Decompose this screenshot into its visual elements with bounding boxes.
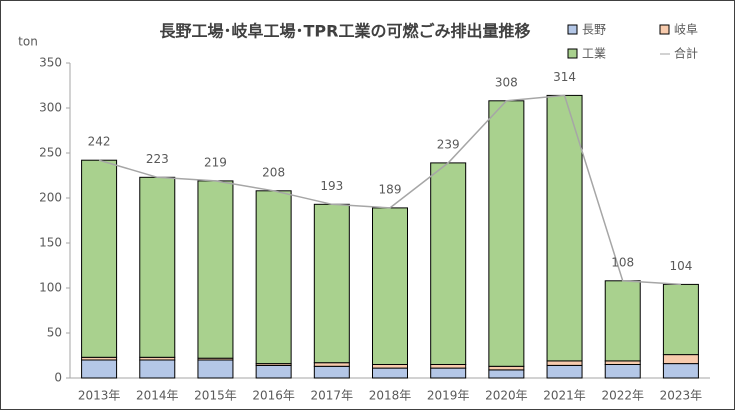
x-tick-label: 2014年 [136, 389, 179, 403]
total-line [98, 94, 681, 286]
x-tick-label: 2022年 [601, 389, 644, 403]
bar-segment [372, 367, 408, 379]
bar-segment [662, 363, 699, 379]
bar-segment [313, 203, 350, 364]
bar-segment [139, 359, 176, 379]
bar-segment [430, 367, 467, 379]
data-label: 219 [204, 155, 227, 169]
data-label: 314 [553, 70, 576, 84]
bar-segment [546, 364, 583, 379]
bar-segment [430, 364, 467, 369]
bar-segment [372, 207, 408, 365]
data-label: 208 [262, 165, 285, 179]
bar-segment [488, 369, 525, 379]
data-label: 189 [379, 182, 402, 196]
x-tick-label: 2021年 [543, 389, 586, 403]
y-tick-label: 350 [39, 56, 62, 70]
x-tick-label: 2018年 [369, 389, 412, 403]
bar-segment [372, 364, 408, 369]
data-label: 239 [437, 137, 460, 151]
bar-segment [139, 176, 176, 358]
data-label: 308 [495, 75, 518, 89]
legend-label: 工業 [582, 47, 606, 61]
chart-title: 長野工場･岐阜工場･TPR工業の可燃ごみ排出量推移 [160, 22, 531, 41]
bar-segment [662, 354, 699, 365]
bar-segment [313, 362, 350, 367]
x-tick-label: 2015年 [194, 389, 237, 403]
x-tick-label: 2016年 [252, 389, 295, 403]
bar-segment [313, 365, 350, 379]
y-tick-label: 150 [39, 236, 62, 250]
y-tick-label: 100 [39, 281, 62, 295]
legend-label: 長野 [582, 23, 606, 37]
data-label: 242 [88, 135, 111, 149]
bar-segment [81, 159, 118, 358]
x-tick-label: 2020年 [485, 389, 528, 403]
legend-label: 岐阜 [674, 23, 698, 37]
x-tick-label: 2019年 [427, 389, 470, 403]
y-tick-label: 300 [39, 101, 62, 115]
y-axis-label: ton [18, 35, 38, 49]
y-tick-label: 250 [39, 146, 62, 160]
legend-swatch [659, 24, 670, 35]
legend-swatch [567, 48, 578, 59]
bar-segment [604, 364, 641, 379]
y-tick-label: 200 [39, 191, 62, 205]
bar-segment [81, 359, 118, 379]
data-label: 108 [611, 255, 634, 269]
bar-segment [604, 280, 641, 362]
data-label: 223 [146, 152, 169, 166]
data-label: 104 [669, 259, 692, 273]
data-label: 193 [320, 179, 343, 193]
bar-segment [430, 162, 467, 365]
bar-segment [197, 359, 234, 379]
y-tick-label: 0 [54, 371, 62, 385]
x-tick-label: 2013年 [78, 389, 121, 403]
bar-segment [255, 190, 292, 365]
bar-segment [604, 360, 641, 365]
bar-segment [488, 365, 525, 371]
legend-swatch [567, 24, 578, 35]
bar-segment [488, 100, 525, 367]
bar-segment [662, 283, 699, 356]
x-tick-label: 2017年 [311, 389, 354, 403]
y-tick-label: 50 [47, 326, 62, 340]
bar-segment [546, 360, 583, 366]
legend-label: 合計 [674, 46, 698, 61]
bar-segment [197, 180, 234, 359]
bar-segment [255, 364, 292, 379]
x-tick-label: 2023年 [660, 389, 703, 403]
